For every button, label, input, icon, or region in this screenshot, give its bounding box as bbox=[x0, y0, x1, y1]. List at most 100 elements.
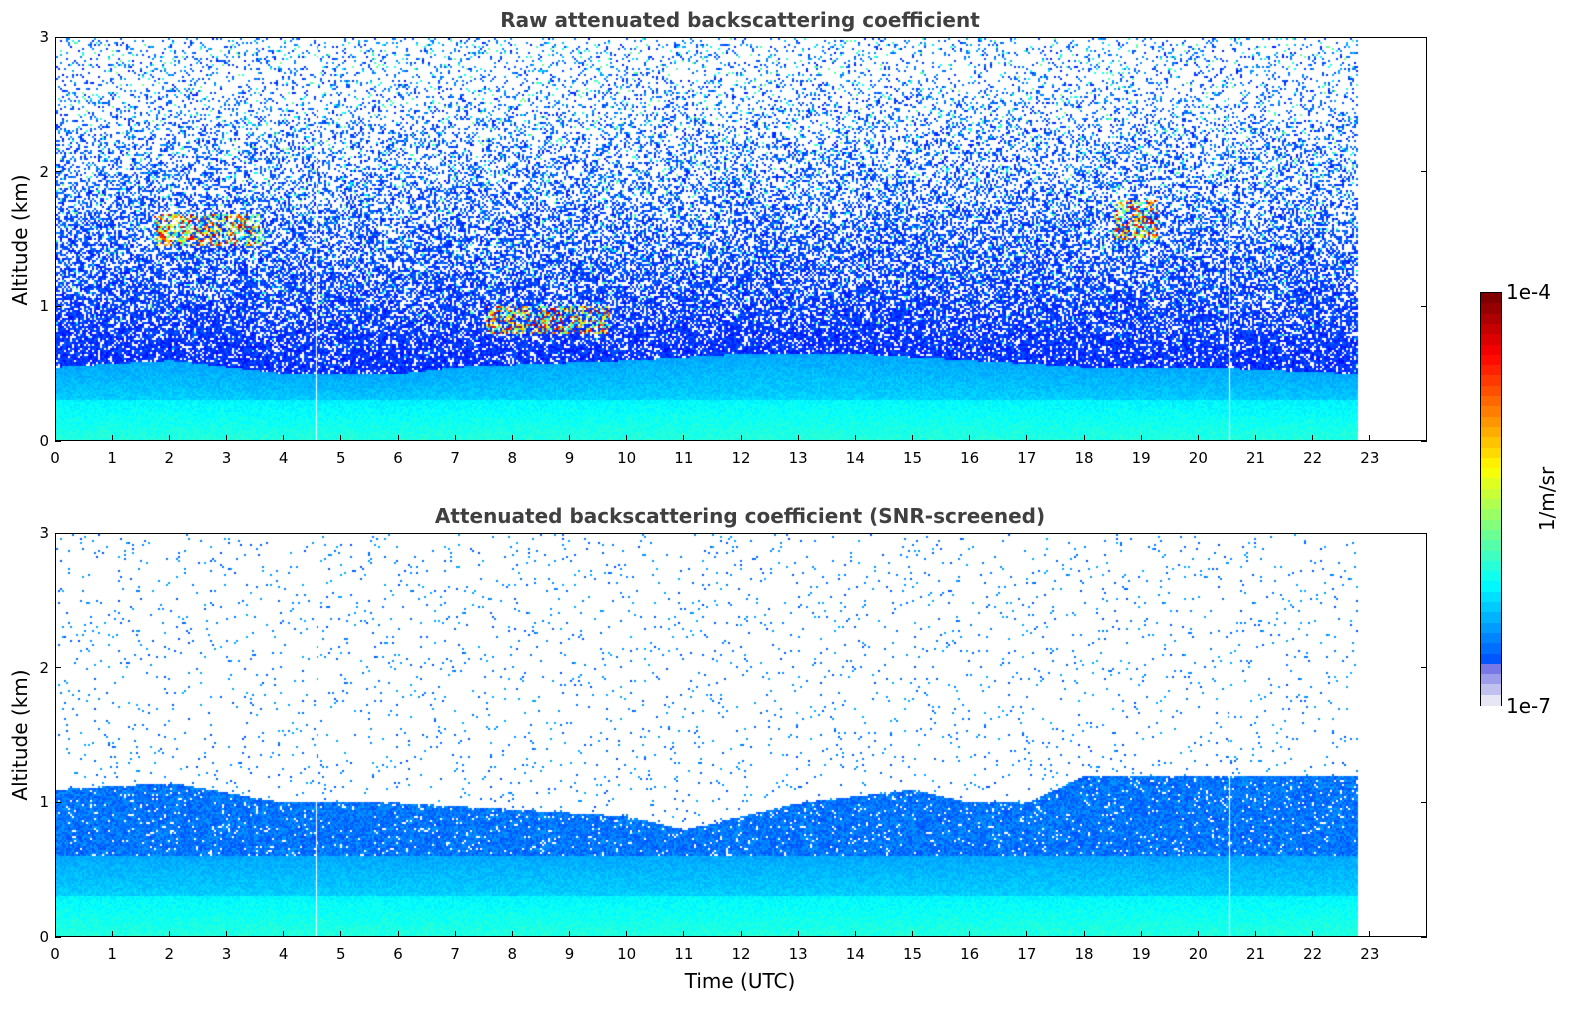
x-tick bbox=[1369, 931, 1371, 937]
x-tick bbox=[626, 931, 628, 937]
colorbar-segment bbox=[1481, 385, 1501, 397]
x-tick-label: 1 bbox=[107, 449, 117, 467]
x-tick bbox=[740, 435, 742, 441]
x-tick bbox=[168, 435, 170, 441]
x-tick-label: 15 bbox=[902, 945, 923, 963]
colorbar-segment bbox=[1481, 674, 1501, 685]
x-tick-label: 0 bbox=[50, 945, 60, 963]
colorbar-segment bbox=[1481, 323, 1501, 335]
colorbar-segment bbox=[1481, 354, 1501, 366]
x-tick-label: 18 bbox=[1074, 449, 1094, 467]
x-tick-label: 5 bbox=[336, 945, 346, 963]
x-tick bbox=[797, 435, 799, 441]
y-tick bbox=[1421, 532, 1427, 534]
x-tick-label: 23 bbox=[1360, 945, 1380, 963]
x-tick bbox=[1312, 931, 1314, 937]
x-tick bbox=[511, 435, 513, 441]
colorbar-segment bbox=[1481, 581, 1501, 593]
x-tick bbox=[797, 931, 799, 937]
x-tick bbox=[569, 435, 570, 441]
y-tick-label: 3 bbox=[39, 28, 49, 46]
x-tick-label: 21 bbox=[1245, 945, 1266, 963]
x-tick bbox=[1197, 931, 1199, 937]
colorbar-segment bbox=[1481, 437, 1501, 449]
y-tick bbox=[55, 36, 61, 38]
x-tick-label: 9 bbox=[564, 449, 575, 467]
x-tick bbox=[912, 435, 913, 441]
x-tick bbox=[226, 435, 227, 441]
y-tick-label: 2 bbox=[39, 658, 49, 677]
x-tick-label: 0 bbox=[50, 449, 60, 467]
x-tick-label: 22 bbox=[1303, 449, 1323, 467]
x-tick bbox=[683, 435, 685, 441]
x-tick bbox=[511, 931, 513, 937]
x-tick bbox=[283, 435, 285, 441]
x-tick bbox=[1083, 435, 1085, 441]
x-tick bbox=[569, 931, 570, 937]
colorbar-segment bbox=[1481, 591, 1501, 603]
colorbar-segment bbox=[1481, 499, 1501, 510]
colorbar-segment bbox=[1481, 529, 1501, 541]
y-tick bbox=[55, 440, 61, 442]
x-tick-label: 14 bbox=[845, 945, 865, 963]
colorbar-segment bbox=[1481, 426, 1501, 438]
x-tick-label: 7 bbox=[450, 449, 460, 467]
x-tick-label: 19 bbox=[1131, 449, 1151, 467]
bottom-y-axis-label: Altitude (km) bbox=[8, 669, 32, 801]
colorbar bbox=[1480, 292, 1502, 706]
top-chart-title: Raw attenuated backscattering coefficien… bbox=[500, 8, 980, 32]
x-tick-label: 21 bbox=[1245, 449, 1266, 467]
y-tick bbox=[1421, 36, 1427, 38]
x-tick bbox=[397, 435, 399, 441]
x-axis-label: Time (UTC) bbox=[684, 969, 796, 993]
y-tick bbox=[55, 667, 61, 669]
top-heatmap bbox=[55, 37, 1427, 441]
colorbar-segment bbox=[1481, 612, 1501, 624]
x-tick bbox=[1369, 435, 1371, 441]
colorbar-segment bbox=[1481, 684, 1501, 696]
x-tick bbox=[1083, 931, 1085, 937]
x-tick-label: 8 bbox=[507, 449, 518, 467]
colorbar-segment bbox=[1481, 550, 1501, 562]
colorbar-segment bbox=[1481, 303, 1501, 315]
x-tick bbox=[854, 931, 856, 937]
x-tick bbox=[454, 931, 456, 937]
x-tick-label: 20 bbox=[1188, 945, 1208, 963]
x-tick bbox=[1255, 435, 1256, 441]
y-tick-label: 1 bbox=[39, 793, 49, 812]
x-tick bbox=[1197, 435, 1199, 441]
x-tick-label: 6 bbox=[393, 945, 403, 963]
x-tick bbox=[283, 931, 285, 937]
x-tick-label: 16 bbox=[960, 449, 980, 467]
x-tick bbox=[397, 931, 399, 937]
x-tick bbox=[626, 435, 628, 441]
x-tick-label: 15 bbox=[902, 449, 923, 467]
colorbar-segment bbox=[1481, 602, 1501, 613]
x-tick-label: 9 bbox=[564, 945, 575, 963]
x-tick bbox=[54, 931, 56, 937]
colorbar-segment bbox=[1481, 488, 1501, 500]
x-tick-label: 17 bbox=[1017, 945, 1037, 963]
y-tick-label: 3 bbox=[39, 524, 49, 542]
y-tick bbox=[1421, 936, 1427, 938]
x-tick-label: 5 bbox=[336, 449, 346, 467]
x-tick bbox=[454, 435, 456, 441]
x-tick bbox=[111, 435, 113, 441]
x-tick-label: 7 bbox=[450, 945, 460, 963]
y-tick bbox=[1421, 440, 1427, 442]
colorbar-segment bbox=[1481, 653, 1501, 665]
y-tick-label: 2 bbox=[39, 162, 49, 181]
colorbar-segment bbox=[1481, 560, 1501, 572]
y-tick-label: 0 bbox=[39, 432, 49, 450]
x-tick bbox=[168, 931, 170, 937]
x-tick-label: 4 bbox=[278, 945, 289, 963]
x-tick-label: 12 bbox=[731, 945, 751, 963]
x-tick bbox=[1312, 435, 1314, 441]
x-tick-label: 1 bbox=[107, 945, 117, 963]
x-tick bbox=[54, 435, 56, 441]
colorbar-segment bbox=[1481, 540, 1501, 552]
colorbar-segment bbox=[1481, 468, 1501, 479]
x-tick-label: 11 bbox=[674, 945, 694, 963]
bottom-chart-title: Attenuated backscattering coefficient (S… bbox=[434, 504, 1046, 528]
